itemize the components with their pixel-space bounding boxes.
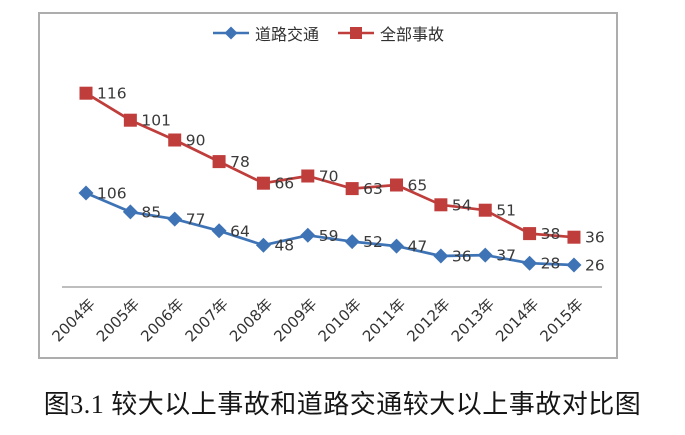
data-point-marker-diamond xyxy=(522,255,538,271)
data-label: 101 xyxy=(141,112,171,130)
data-label: 116 xyxy=(97,85,127,103)
data-point-marker-square xyxy=(567,230,581,244)
series-line-0 xyxy=(84,191,576,267)
x-tick-label: 2006年 xyxy=(137,295,187,345)
data-point-marker-square xyxy=(168,133,182,147)
data-label: 48 xyxy=(274,237,294,255)
data-label: 37 xyxy=(496,247,516,265)
x-tick-label: 2011年 xyxy=(359,295,409,345)
data-point-marker-square xyxy=(123,113,137,127)
data-point-marker-diamond xyxy=(566,257,582,273)
data-point-marker-square xyxy=(390,178,404,192)
figure-caption: 图3.1 较大以上事故和道路交通较大以上事故对比图 xyxy=(43,390,642,419)
data-point-marker-square xyxy=(256,176,270,190)
data-label: 70 xyxy=(319,168,339,186)
data-label: 77 xyxy=(186,211,206,229)
legend-diamond-icon xyxy=(212,25,250,41)
data-label: 65 xyxy=(408,177,428,195)
data-point-marker-diamond xyxy=(255,237,271,253)
legend-label-all-accidents: 全部事故 xyxy=(380,25,445,44)
data-label: 106 xyxy=(97,185,127,203)
x-tick-label: 2010年 xyxy=(315,295,365,345)
data-label: 26 xyxy=(585,257,605,275)
x-tick-label: 2012年 xyxy=(403,295,453,345)
data-point-marker-square xyxy=(523,227,537,241)
x-tick-label: 2013年 xyxy=(448,295,498,345)
legend-item-road-traffic: 道路交通 xyxy=(212,21,319,45)
legend-square-icon xyxy=(337,25,375,41)
x-tick-label: 2008年 xyxy=(226,295,276,345)
legend-label-road-traffic: 道路交通 xyxy=(254,25,319,44)
data-point-marker-diamond xyxy=(122,204,138,220)
data-label: 52 xyxy=(363,233,383,251)
data-point-marker-diamond xyxy=(300,227,316,243)
chart-frame xyxy=(38,12,618,359)
data-label: 90 xyxy=(186,132,206,150)
data-label: 59 xyxy=(319,227,339,245)
data-label: 51 xyxy=(496,202,516,220)
data-label: 64 xyxy=(230,222,250,240)
legend-item-all-accidents: 全部事故 xyxy=(337,21,444,45)
data-label: 28 xyxy=(541,255,561,273)
data-label: 54 xyxy=(452,196,472,214)
data-point-marker-square xyxy=(212,155,226,169)
x-tick-label: 2014年 xyxy=(492,295,542,345)
data-label: 36 xyxy=(585,229,605,247)
data-point-marker-diamond xyxy=(477,247,493,263)
x-tick-label: 2009年 xyxy=(270,295,320,345)
data-label: 85 xyxy=(141,203,161,221)
data-point-marker-diamond xyxy=(344,234,360,250)
data-label: 36 xyxy=(452,248,472,266)
data-label: 47 xyxy=(408,238,428,256)
data-point-marker-diamond xyxy=(433,248,449,264)
data-point-marker-square xyxy=(434,198,448,212)
x-tick-label: 2004年 xyxy=(48,295,98,345)
data-point-marker-diamond xyxy=(167,211,183,227)
plot-svg: 106 85 77 64 48 59 52 47 36 37 28 26 116 101 90 78 66 70 6… xyxy=(48,85,605,346)
data-point-marker-diamond xyxy=(389,238,405,254)
data-label: 66 xyxy=(274,175,294,193)
x-tick-label: 2007年 xyxy=(182,295,232,345)
data-point-marker-diamond xyxy=(78,185,94,201)
data-label: 78 xyxy=(230,153,250,171)
data-point-marker-square xyxy=(79,86,93,100)
data-point-marker-square xyxy=(301,169,315,183)
x-tick-label: 2005年 xyxy=(93,295,143,345)
data-label: 63 xyxy=(363,180,383,198)
data-point-marker-square xyxy=(345,182,359,196)
data-label: 38 xyxy=(541,225,561,243)
series-line-1 xyxy=(84,91,576,239)
data-point-marker-square xyxy=(478,203,492,217)
x-tick-label: 2015年 xyxy=(536,295,586,345)
data-point-marker-diamond xyxy=(211,223,227,239)
chart-legend: 道路交通 全部事故 xyxy=(38,21,618,45)
